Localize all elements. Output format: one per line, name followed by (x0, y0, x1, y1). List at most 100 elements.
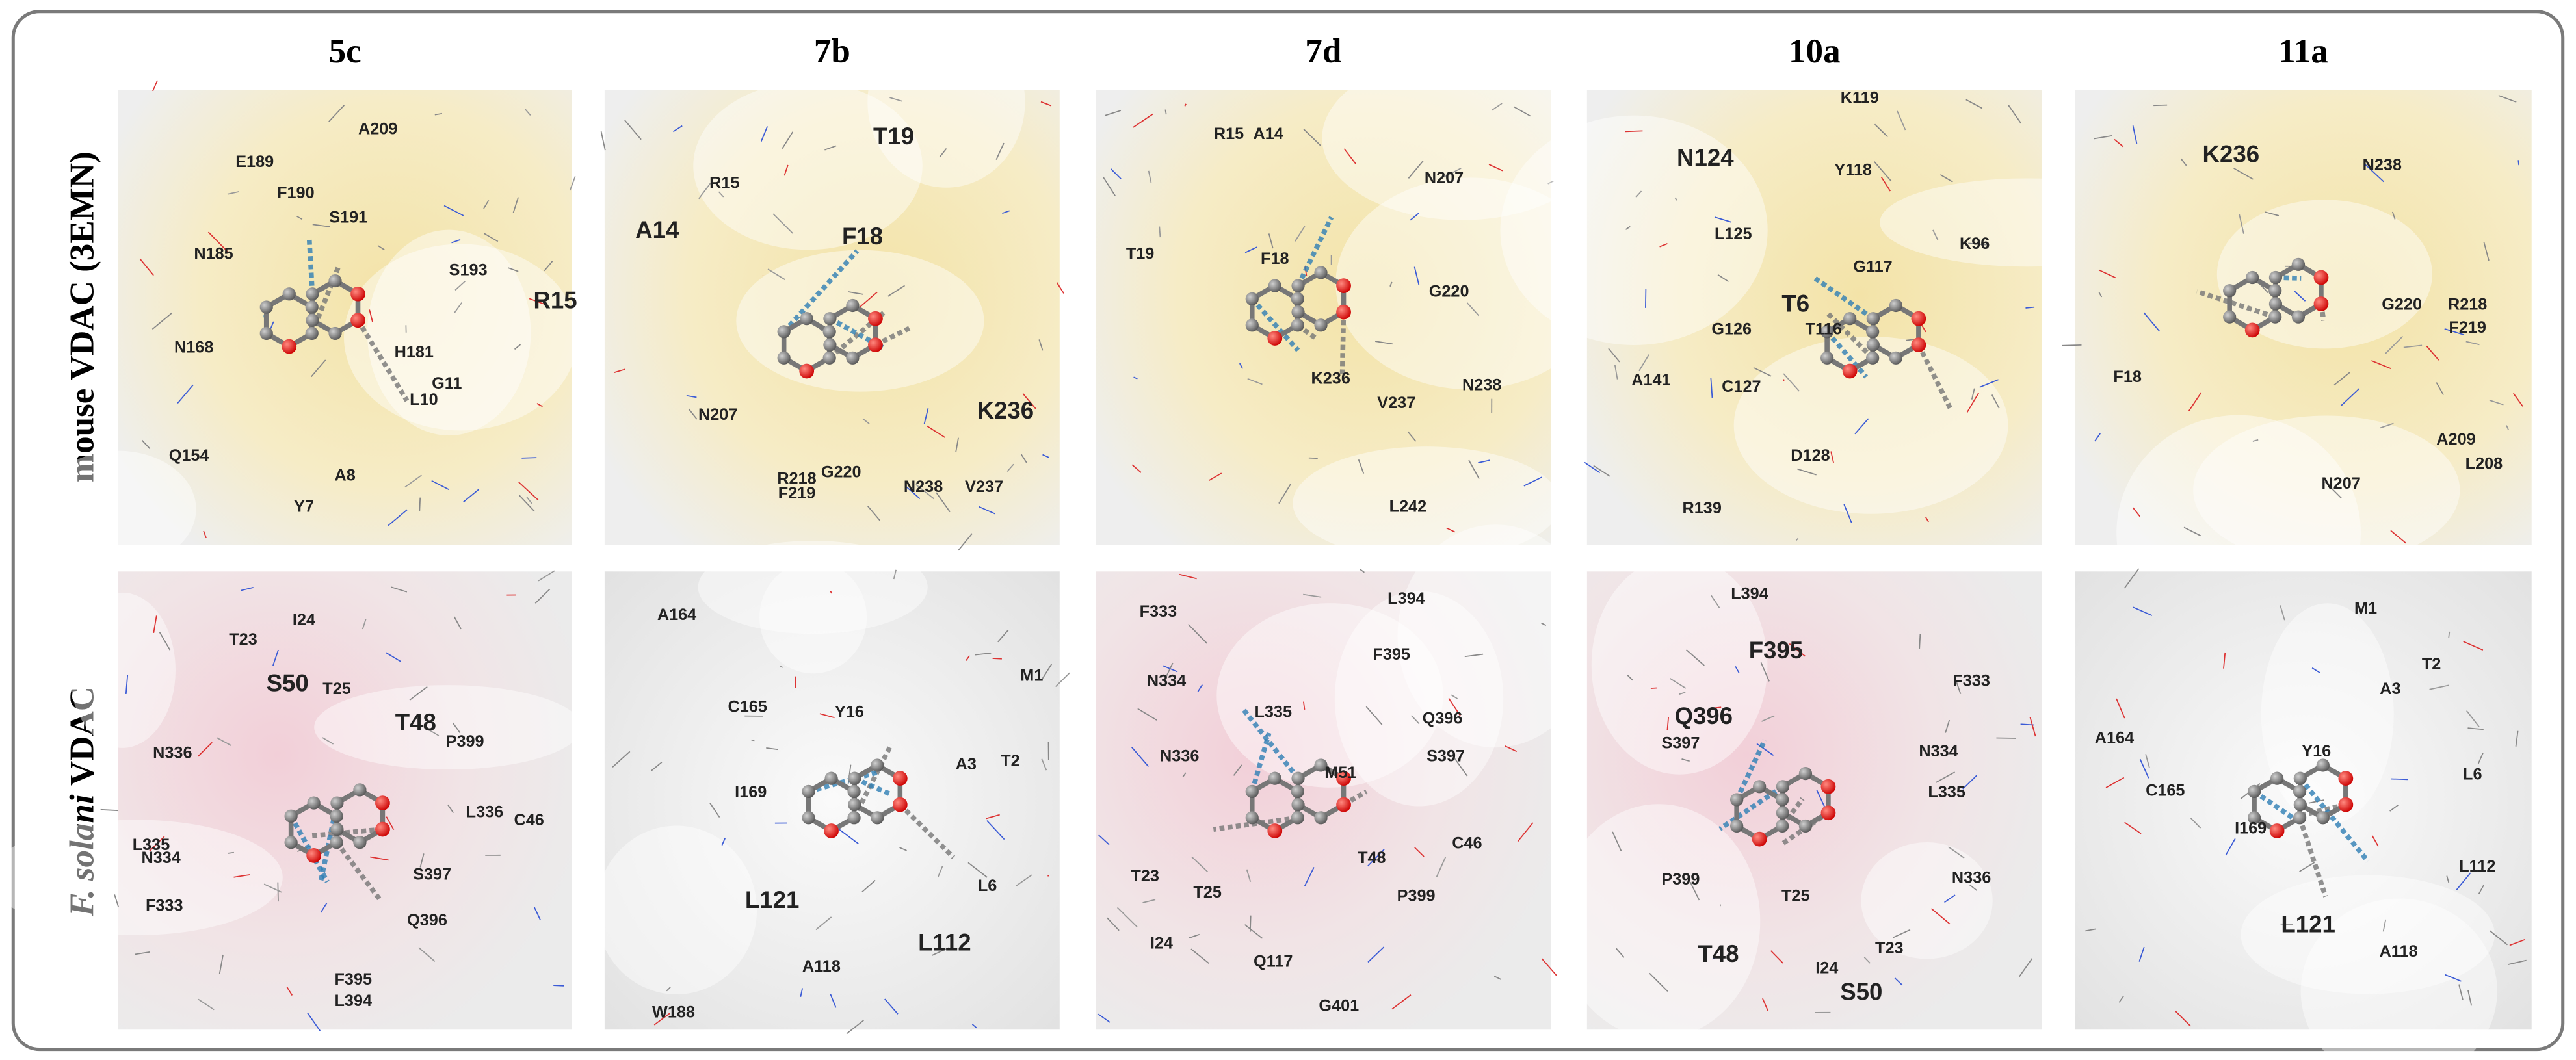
atom (823, 338, 837, 352)
residue-label: N334 (1919, 742, 1958, 760)
residue-label: N207 (1425, 169, 1464, 187)
residue-stick (815, 916, 832, 931)
residue-stick (698, 183, 711, 200)
residue-stick (1547, 180, 1554, 185)
atom (1820, 325, 1834, 339)
residue-stick (1493, 976, 1502, 980)
residue-stick (1893, 929, 1911, 938)
atom (2247, 784, 2261, 798)
residue-stick (2132, 125, 2138, 144)
residue-stick (830, 994, 837, 1008)
residue-label: P399 (1397, 886, 1436, 905)
atom (1268, 771, 1281, 785)
residue-stick (1464, 653, 1484, 658)
atom (2293, 784, 2307, 798)
interaction (1250, 297, 1300, 352)
residue-stick (1689, 881, 1700, 901)
atom (1911, 311, 1926, 326)
residue-stick (931, 947, 949, 957)
residue-stick (2426, 345, 2439, 361)
residue-stick (529, 298, 544, 305)
residue-label: G220 (2382, 296, 2422, 314)
residue-label: A14 (1254, 125, 1283, 143)
residue-stick (1593, 465, 1610, 477)
residue-stick (1239, 363, 1243, 369)
residue-stick (2139, 758, 2149, 779)
interaction (1339, 311, 1347, 379)
residue-stick (419, 497, 421, 511)
residue-label: N334 (1147, 671, 1186, 690)
residue-stick (447, 804, 454, 814)
residue-label: L121 (2281, 911, 2335, 938)
atom (802, 811, 815, 825)
atom (306, 848, 322, 863)
surface-blob (1397, 524, 1594, 748)
residue-stick (1962, 775, 1977, 790)
interaction (1813, 276, 1875, 321)
residue-label: T25 (322, 680, 351, 698)
residue-stick (322, 737, 334, 745)
residue-label: N336 (1952, 868, 1991, 886)
residue-label: T25 (1781, 886, 1810, 905)
residue-label: L394 (335, 992, 373, 1010)
atom (1245, 292, 1259, 305)
atom (1866, 351, 1880, 365)
residue-label: T6 (1781, 291, 1809, 317)
residue-stick (2094, 135, 2112, 140)
residue-label: N336 (153, 743, 192, 762)
residue-stick (2515, 730, 2519, 747)
residue-label: H181 (395, 343, 434, 361)
interaction (2196, 289, 2276, 320)
residue-stick (2467, 990, 2473, 1006)
residue-stick (1966, 393, 1979, 413)
residue-stick (651, 762, 663, 771)
residue-stick (1863, 957, 1871, 964)
residue-stick (1040, 101, 1052, 107)
atom (1291, 771, 1305, 785)
atom (846, 298, 860, 313)
residue-label: N207 (2321, 474, 2360, 493)
residue-stick (1002, 210, 1010, 214)
residue-stick (391, 586, 408, 593)
residue-label: L208 (2465, 455, 2503, 473)
atom (2244, 322, 2260, 338)
residue-stick (1451, 694, 1458, 699)
residue-stick (2389, 805, 2399, 812)
residue-label: R218 (777, 469, 816, 487)
residue-stick (2180, 158, 2187, 166)
residue-stick (1761, 715, 1775, 722)
residue-stick (1367, 849, 1385, 867)
residue-stick (1681, 758, 1690, 762)
residue-label: T48 (395, 709, 436, 736)
atom (802, 784, 815, 798)
atom (282, 339, 297, 354)
residue-stick (1116, 907, 1138, 927)
residue-label: N238 (2363, 156, 2402, 174)
surface-blob (1733, 336, 2008, 514)
surface-blob (759, 561, 867, 674)
residue-stick (2153, 104, 2168, 107)
residue-stick (1041, 664, 1053, 680)
residue-stick (830, 591, 832, 594)
atom (848, 797, 861, 812)
residue-stick (1389, 281, 1393, 287)
panel: L394 F395 F333 Q396 S397 N334 L335 N336 P399 T25 T… (1557, 556, 2042, 1039)
residue-label: K236 (2203, 141, 2260, 168)
residue-stick (569, 176, 576, 191)
residue-stick (311, 359, 326, 378)
atom (259, 300, 273, 314)
residue-label: D128 (1791, 446, 1830, 465)
residue-stick (1789, 643, 1806, 657)
residue-stick (2294, 291, 2306, 302)
atom (1889, 298, 1902, 313)
residue-stick (1638, 354, 1649, 372)
atom (2316, 758, 2330, 772)
atom (1314, 266, 1328, 279)
residue-stick (1436, 857, 1447, 877)
residue-stick (2391, 211, 2396, 220)
atom (1336, 278, 1351, 294)
residue-label: P399 (446, 732, 484, 751)
residue-stick (2020, 723, 2034, 726)
atom (2223, 284, 2237, 298)
panel: M1 T2 A3 A164 Y16 L6 C165 I169 L112 L121 A118 (2075, 568, 2532, 1060)
